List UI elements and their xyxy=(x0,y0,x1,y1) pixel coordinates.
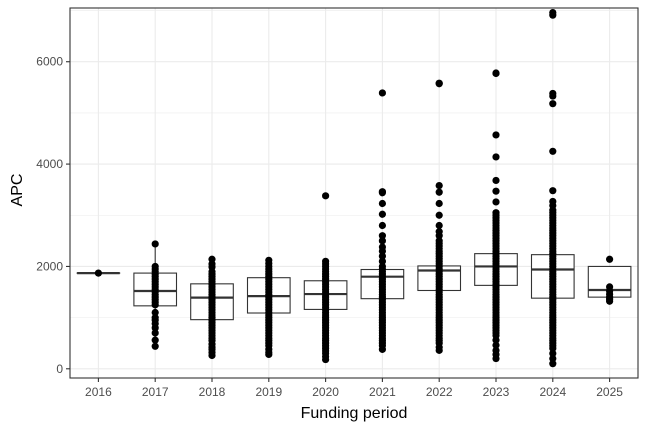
data-point xyxy=(435,346,443,354)
points-2025 xyxy=(606,255,614,305)
data-point xyxy=(322,192,330,200)
data-point xyxy=(549,354,557,363)
data-point xyxy=(549,100,557,108)
data-point xyxy=(378,199,386,208)
data-point xyxy=(549,147,557,155)
data-point xyxy=(549,349,557,358)
data-point xyxy=(378,247,386,255)
data-point xyxy=(378,345,386,353)
plot-panel xyxy=(70,8,638,378)
data-point xyxy=(549,187,557,195)
data-point xyxy=(322,355,330,364)
data-point xyxy=(151,329,159,337)
x-tick-label: 2019 xyxy=(255,385,282,399)
points-2023 xyxy=(492,69,500,363)
x-tick-label: 2022 xyxy=(426,385,453,399)
data-point xyxy=(492,131,500,139)
data-point xyxy=(151,342,159,350)
data-point xyxy=(378,89,386,97)
data-point xyxy=(378,210,386,218)
panel-frame xyxy=(69,7,639,379)
data-point xyxy=(549,11,557,19)
data-point xyxy=(378,257,386,265)
x-tick-label: 2023 xyxy=(483,385,510,399)
points-2022 xyxy=(435,79,443,354)
data-point xyxy=(492,69,500,78)
data-point xyxy=(151,336,159,344)
x-axis-ticks: 2016 2017 2018 2019 2020 2021 2022 2023 2024 2025 xyxy=(85,378,623,399)
data-point xyxy=(492,354,500,363)
points-2021 xyxy=(378,89,386,353)
points-2017 xyxy=(151,240,159,350)
data-point xyxy=(151,324,159,332)
points-2024 xyxy=(549,9,557,368)
panel-border xyxy=(69,7,639,379)
data-point xyxy=(378,221,386,230)
x-tick-label: 2020 xyxy=(312,385,339,399)
data-point xyxy=(492,176,500,185)
x-tick-label: 2017 xyxy=(142,385,169,399)
data-point xyxy=(208,351,216,360)
data-point xyxy=(378,252,386,260)
data-point xyxy=(435,232,443,240)
y-axis-title: APC xyxy=(9,174,26,207)
x-axis-title: Funding period xyxy=(301,405,408,422)
data-point xyxy=(549,360,557,368)
data-point xyxy=(492,341,500,349)
x-tick-label: 2024 xyxy=(539,385,566,399)
data-point xyxy=(378,232,386,240)
x-tick-label: 2016 xyxy=(85,385,112,399)
data-point xyxy=(435,188,443,196)
data-point xyxy=(549,92,557,100)
y-tick-label: 6000 xyxy=(36,55,63,69)
data-point xyxy=(492,187,500,195)
y-tick-label: 2000 xyxy=(36,259,63,273)
data-point xyxy=(435,199,443,208)
data-point xyxy=(435,221,443,230)
x-tick-label: 2018 xyxy=(199,385,226,399)
data-point xyxy=(492,336,500,344)
points-2019 xyxy=(265,256,273,359)
data-points xyxy=(94,9,614,368)
data-point xyxy=(492,153,500,161)
points-2018 xyxy=(208,255,216,360)
panel-background xyxy=(70,8,638,378)
data-point xyxy=(265,350,273,359)
data-point xyxy=(94,269,102,277)
data-point xyxy=(378,189,386,197)
data-point xyxy=(435,211,443,219)
y-tick-label: 4000 xyxy=(36,157,63,171)
points-2020 xyxy=(322,192,330,364)
data-point xyxy=(378,237,386,245)
data-point xyxy=(151,301,159,309)
data-point xyxy=(151,308,159,317)
data-point xyxy=(435,181,443,190)
data-point xyxy=(549,344,557,352)
x-tick-label: 2025 xyxy=(596,385,623,399)
x-tick-label: 2021 xyxy=(369,385,396,399)
y-tick-label: 0 xyxy=(56,362,63,376)
data-point xyxy=(606,255,614,263)
data-point xyxy=(606,297,614,305)
y-axis-ticks: 0 2000 4000 6000 xyxy=(36,55,70,376)
points-2016 xyxy=(94,269,102,277)
data-point xyxy=(151,240,159,248)
data-point xyxy=(492,198,500,206)
data-point xyxy=(435,80,443,88)
